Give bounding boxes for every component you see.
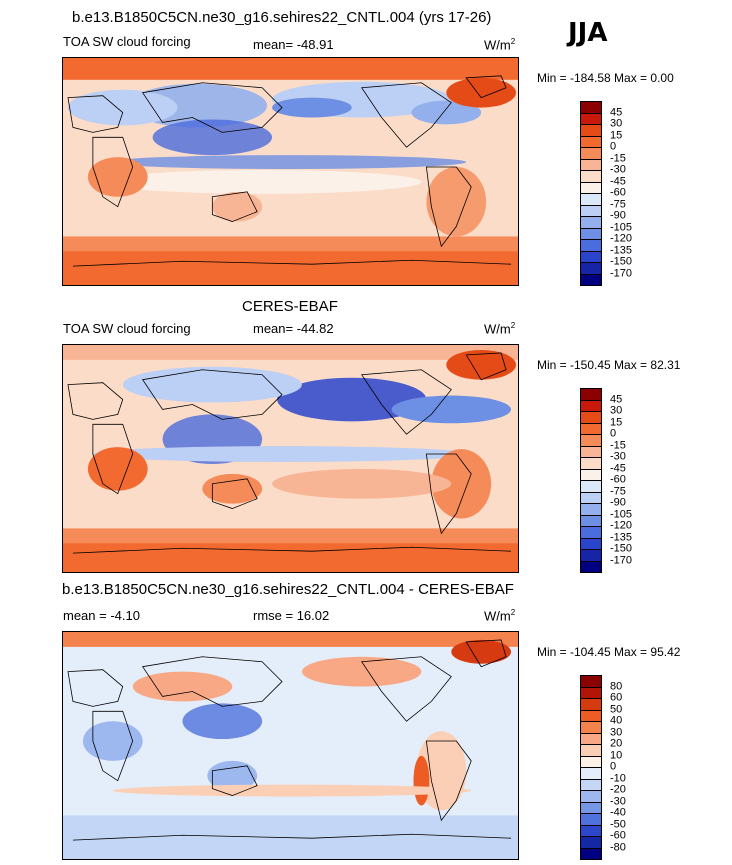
colorbar-label: 0 xyxy=(610,140,617,153)
colorbar-label: -90 xyxy=(610,496,626,509)
colorbar-label: -40 xyxy=(610,806,626,819)
colorbar-label: -150 xyxy=(610,255,633,268)
colorbar-label: -60 xyxy=(610,186,626,199)
panel-1-coastlines xyxy=(67,75,512,267)
panel-3-title: b.e13.B1850C5CN.ne30_g16.sehires22_CNTL.… xyxy=(62,581,514,598)
panel-2-field xyxy=(63,345,518,572)
colorbar-swatch xyxy=(580,273,602,286)
colorbar-label: 30 xyxy=(610,404,623,417)
panel-3-minmax: Min = -104.45 Max = 95.42 xyxy=(537,645,681,659)
colorbar-swatch xyxy=(580,847,602,860)
colorbar-label: -80 xyxy=(610,841,626,853)
colorbar-label: -120 xyxy=(610,232,633,245)
panel-1-field xyxy=(63,58,518,285)
panel-1-map xyxy=(62,57,519,286)
colorbar-label: -170 xyxy=(610,554,633,566)
panel-3-rmse-label: rmse = 16.02 xyxy=(253,608,330,623)
panel-2-minmax: Min = -150.45 Max = 82.31 xyxy=(537,358,681,372)
panel-3-map xyxy=(62,631,519,860)
colorbar-label: -60 xyxy=(610,473,626,486)
colorbar-label: -105 xyxy=(610,508,633,520)
colorbar-label: -135 xyxy=(610,531,633,543)
colorbar-label: 10 xyxy=(610,749,623,761)
panel-2-title: CERES-EBAF xyxy=(242,298,338,315)
colorbar-label: -30 xyxy=(610,163,626,176)
panel-1-title: b.e13.B1850C5CN.ne30_g16.sehires22_CNTL.… xyxy=(72,9,492,26)
colorbar-label: 30 xyxy=(610,726,623,738)
colorbar-label: -45 xyxy=(610,462,626,474)
colorbar-label: 15 xyxy=(610,416,623,428)
panel-2-map xyxy=(62,344,519,573)
panel-3-units: W/m2 xyxy=(484,608,516,624)
colorbar-label: -135 xyxy=(610,244,633,256)
colorbar-label: 15 xyxy=(610,129,623,141)
panel-1-minmax: Min = -184.58 Max = 0.00 xyxy=(537,71,674,85)
panel-1-units: W/m2 xyxy=(484,37,516,53)
colorbar-label: 30 xyxy=(610,117,623,130)
colorbar-label: 0 xyxy=(610,760,617,773)
colorbar-label: 45 xyxy=(610,106,623,118)
panel-2-mean-label: mean= -44.82 xyxy=(253,321,334,336)
colorbar-label: -60 xyxy=(610,829,626,842)
colorbar-label: -75 xyxy=(610,485,626,497)
panel-2-coastlines xyxy=(67,352,512,554)
colorbar-swatch xyxy=(580,560,602,573)
colorbar-label: -15 xyxy=(610,152,626,164)
panel-1-mean-label: mean= -48.91 xyxy=(253,37,334,52)
panel-3-field xyxy=(63,632,518,859)
colorbar-label: -150 xyxy=(610,542,633,555)
colorbar-label: -20 xyxy=(610,783,626,796)
colorbar-label: -50 xyxy=(610,818,626,830)
colorbar-label: 40 xyxy=(610,714,623,727)
colorbar-label: 0 xyxy=(610,427,617,440)
colorbar-label: -10 xyxy=(610,772,626,784)
colorbar-label: -45 xyxy=(610,175,626,187)
colorbar-label: 80 xyxy=(610,680,623,692)
panel-2-units: W/m2 xyxy=(484,321,516,337)
colorbar-label: 60 xyxy=(610,691,623,704)
colorbar-label: 45 xyxy=(610,393,623,405)
panel-2-variable-label: TOA SW cloud forcing xyxy=(63,321,191,336)
colorbar-label: -90 xyxy=(610,209,626,222)
colorbar-label: -30 xyxy=(610,450,626,463)
panel-3-mean-label: mean = -4.10 xyxy=(63,608,140,623)
colorbar-label: -105 xyxy=(610,221,633,233)
colorbar-label: -75 xyxy=(610,198,626,210)
colorbar-label: -120 xyxy=(610,519,633,532)
colorbar-label: -15 xyxy=(610,439,626,451)
colorbar-label: 50 xyxy=(610,703,623,715)
colorbar-label: 20 xyxy=(610,737,623,750)
colorbar-label: -170 xyxy=(610,267,633,279)
season-label: JJA xyxy=(568,18,608,48)
panel-1-variable-label: TOA SW cloud forcing xyxy=(63,34,191,49)
colorbar-label: -30 xyxy=(610,795,626,807)
panel-3-coastlines xyxy=(67,639,512,841)
